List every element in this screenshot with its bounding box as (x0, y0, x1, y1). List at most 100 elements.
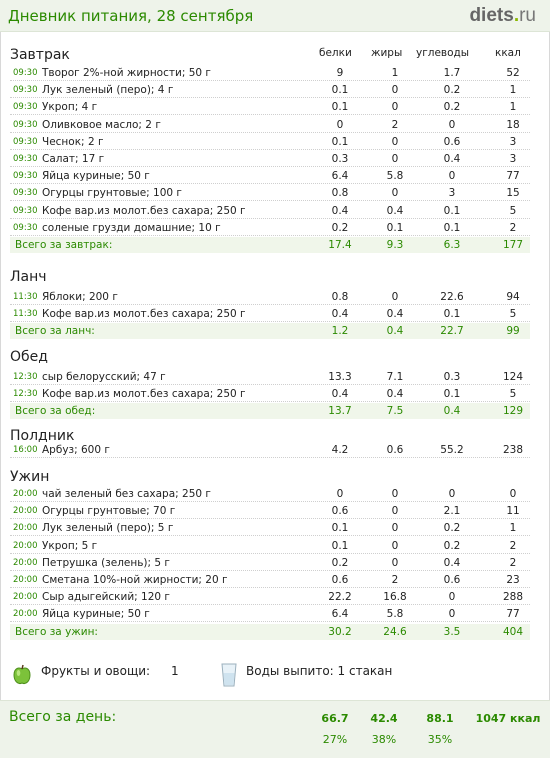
food-protein: 13.3 (328, 371, 352, 383)
food-time: 20:00 (13, 506, 38, 517)
food-row[interactable]: 20:00 Сметана 10%-ной жирности; 20 г 0.6 2 0… (10, 572, 530, 588)
food-time: 20:00 (13, 540, 38, 551)
food-carbs: 0 (448, 488, 456, 500)
meal-total-fat: 0.4 (386, 325, 404, 338)
day-pct-fat: 38% (371, 733, 397, 746)
column-header-kcal: ккал (495, 47, 521, 59)
food-row[interactable]: 20:00 Сыр адыгейский; 120 г 22.2 16.8 0 288 (10, 589, 530, 606)
food-row[interactable]: 16:00 Арбуз; 600 г 4.2 0.6 55.2 238 (10, 442, 530, 458)
food-carbs: 0.2 (443, 84, 461, 97)
food-time: 20:00 (13, 523, 38, 534)
logo-tld: ru (519, 5, 536, 26)
meal-total-kcal: 99 (506, 325, 520, 338)
site-logo[interactable]: diets.ru (469, 5, 536, 27)
meal-total-label: Всего за ланч: (15, 325, 95, 338)
food-name: Кофе вар.из молот.без сахара; 250 г (42, 204, 246, 217)
food-time: 09:30 (13, 171, 38, 182)
food-row[interactable]: 20:00 Лук зеленый (перо); 5 г 0.1 0 0.2 1 (10, 520, 530, 537)
food-kcal: 1 (509, 84, 517, 97)
food-row[interactable]: 09:30 Творог 2%-ной жирности; 50 г 9 1 1.7 52 (10, 65, 530, 81)
fruits-label: Фрукты и овощи: (41, 664, 151, 678)
food-protein: 0.6 (331, 505, 349, 518)
food-time: 20:00 (13, 609, 38, 620)
column-header-protein: белки (319, 47, 352, 59)
food-kcal: 5 (509, 388, 517, 401)
food-row[interactable]: 09:30 Лук зеленый (перо); 4 г 0.1 0 0.2 1 (10, 82, 530, 99)
food-time: 09:30 (13, 119, 38, 130)
day-total-protein: 66.7 (321, 712, 349, 725)
food-fat: 0 (391, 153, 399, 165)
food-carbs: 0 (448, 118, 456, 131)
food-row[interactable]: 09:30 Чеснок; 2 г 0.1 0 0.6 3 (10, 134, 530, 150)
food-row[interactable]: 20:00 Яйца куриные; 50 г 6.4 5.8 0 77 (10, 606, 530, 623)
food-row[interactable]: 11:30 Яблоки; 200 г 0.8 0 22.6 94 (10, 289, 530, 305)
food-fat: 0 (391, 187, 399, 200)
column-header-carbs: углеводы (416, 47, 470, 59)
meal-total-carbs: 0.4 (443, 405, 461, 418)
food-kcal: 124 (502, 371, 524, 383)
food-row[interactable]: 09:30 соленые грузди домашние; 10 г 0.2 0.1… (10, 220, 530, 236)
food-row[interactable]: 09:30 Укроп; 4 г 0.1 0 0.2 1 (10, 99, 530, 116)
food-row[interactable]: 20:00 чай зеленый без сахара; 250 г 0 0 0 0 (10, 486, 530, 502)
food-time: 20:00 (13, 557, 38, 568)
meal-total-fat: 7.5 (386, 405, 404, 418)
food-time: 16:00 (13, 445, 38, 455)
food-protein: 0.4 (331, 308, 349, 321)
food-fat: 0.4 (386, 308, 404, 321)
food-protein: 0.3 (331, 153, 349, 165)
food-kcal: 288 (502, 591, 524, 604)
meal-section-title: Ланч (10, 269, 47, 285)
food-name: Сметана 10%-ной жирности; 20 г (42, 574, 228, 586)
food-name: Оливковое масло; 2 г (42, 118, 161, 131)
food-time: 09:30 (13, 85, 38, 96)
food-kcal: 94 (506, 291, 520, 303)
food-row[interactable]: 11:30 Кофе вар.из молот.без сахара; 250 г… (10, 306, 530, 323)
food-time: 11:30 (13, 292, 38, 302)
food-carbs: 1.7 (443, 67, 461, 79)
food-time: 09:30 (13, 222, 38, 233)
food-kcal: 5 (509, 204, 517, 217)
food-name: Арбуз; 600 г (42, 444, 110, 456)
food-name: Огурцы грунтовые; 70 г (42, 505, 176, 518)
food-fat: 0 (391, 101, 399, 114)
food-fat: 0 (391, 522, 399, 535)
food-kcal: 52 (506, 67, 520, 79)
food-row[interactable]: 12:30 Кофе вар.из молот.без сахара; 250 г… (10, 386, 530, 403)
food-time: 12:30 (13, 372, 38, 382)
day-total-box (0, 700, 550, 758)
meal-total-label: Всего за завтрак: (15, 239, 113, 251)
food-row[interactable]: 09:30 Салат; 17 г 0.3 0 0.4 3 (10, 151, 530, 167)
food-row[interactable]: 09:30 Огурцы грунтовые; 100 г 0.8 0 3 15 (10, 185, 530, 202)
food-kcal: 77 (506, 170, 520, 183)
food-carbs: 0.1 (443, 388, 461, 401)
food-protein: 0.1 (331, 135, 349, 148)
food-fat: 5.8 (386, 170, 404, 183)
food-fat: 0 (391, 291, 399, 303)
food-row[interactable]: 09:30 Кофе вар.из молот.без сахара; 250 г… (10, 203, 530, 219)
food-row[interactable]: 09:30 Оливковое масло; 2 г 0 2 0 18 (10, 117, 530, 133)
meal-total-fat: 9.3 (386, 239, 404, 251)
food-kcal: 1 (509, 101, 517, 114)
food-protein: 0.4 (331, 388, 349, 401)
day-pct-carbs: 35% (427, 733, 453, 746)
food-time: 09:30 (13, 102, 38, 113)
food-carbs: 0.6 (443, 135, 461, 148)
food-protein: 0.8 (331, 291, 349, 303)
food-row[interactable]: 20:00 Петрушка (зелень); 5 г 0.2 0 0.4 2 (10, 555, 530, 571)
food-carbs: 0.2 (443, 539, 461, 552)
food-row[interactable]: 09:30 Яйца куриные; 50 г 6.4 5.8 0 77 (10, 168, 530, 185)
day-total-fat: 42.4 (370, 712, 398, 725)
food-fat: 0.1 (386, 221, 404, 234)
food-name: чай зеленый без сахара; 250 г (42, 488, 211, 500)
meal-total-carbs: 22.7 (440, 325, 464, 338)
food-row[interactable]: 20:00 Огурцы грунтовые; 70 г 0.6 0 2.1 11 (10, 503, 530, 520)
food-name: Кофе вар.из молот.без сахара; 250 г (42, 388, 246, 401)
food-carbs: 0.2 (443, 522, 461, 535)
food-time: 09:30 (13, 136, 38, 147)
food-row[interactable]: 12:30 сыр белорусский; 47 г 13.3 7.1 0.3 124 (10, 369, 530, 385)
food-time: 20:00 (13, 489, 38, 499)
food-protein: 0.8 (331, 187, 349, 200)
food-protein: 0.1 (331, 101, 349, 114)
food-kcal: 1 (509, 522, 517, 535)
food-row[interactable]: 20:00 Укроп; 5 г 0.1 0 0.2 2 (10, 538, 530, 554)
